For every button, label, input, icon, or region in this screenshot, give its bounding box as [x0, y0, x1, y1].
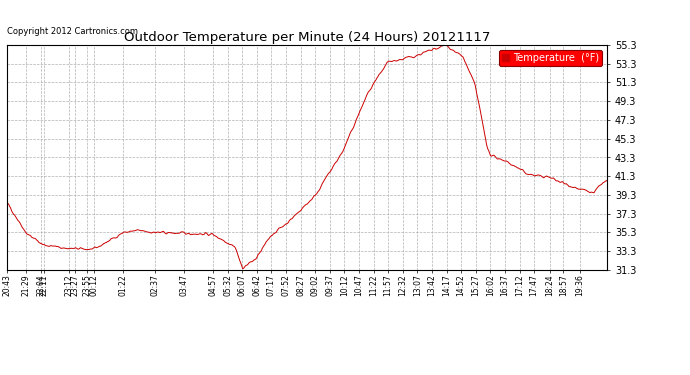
Text: Copyright 2012 Cartronics.com: Copyright 2012 Cartronics.com [7, 27, 138, 36]
Legend: Temperature  (°F): Temperature (°F) [499, 50, 602, 66]
Title: Outdoor Temperature per Minute (24 Hours) 20121117: Outdoor Temperature per Minute (24 Hours… [124, 31, 490, 44]
